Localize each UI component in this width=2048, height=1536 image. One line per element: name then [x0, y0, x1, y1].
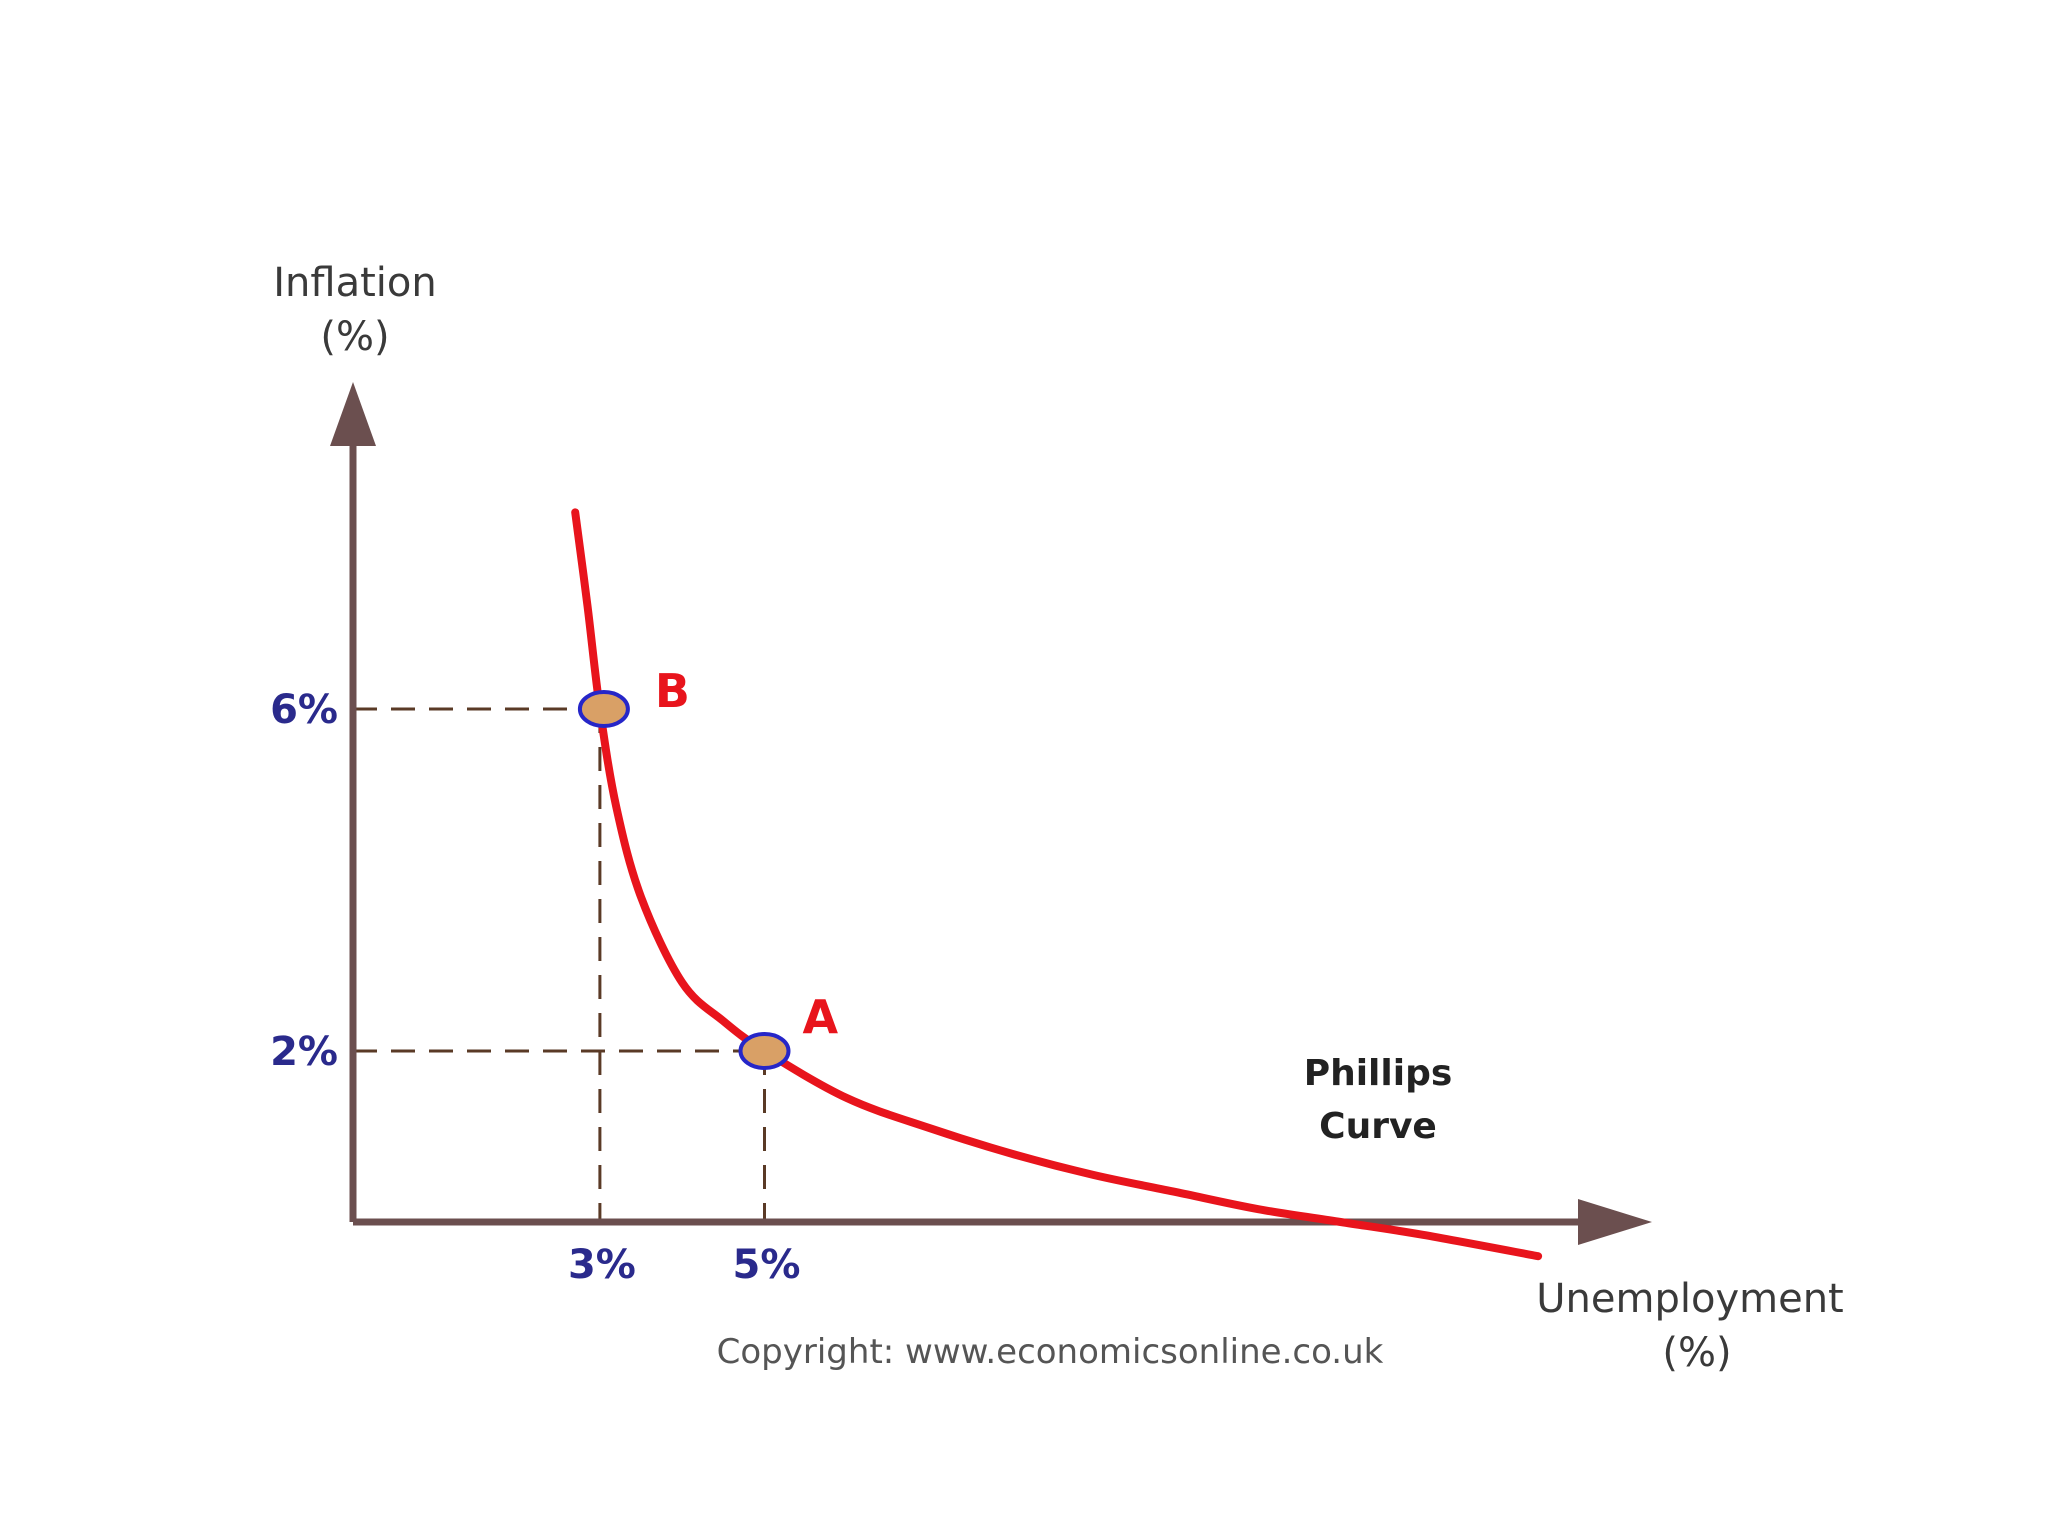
y-tick-label-2: 2%: [270, 1029, 338, 1075]
curve-label-line1: Phillips: [1304, 1053, 1453, 1094]
y-tick-label-6: 6%: [270, 687, 338, 733]
phillips-curve-line: [571, 508, 1543, 1261]
y-axis-title: Inflation: [273, 260, 436, 306]
x-tick-label-5: 5%: [733, 1242, 801, 1288]
copyright-text: Copyright: www.economicsonline.co.uk: [717, 1332, 1384, 1372]
point-b-label: B: [655, 664, 690, 718]
point-a-label: A: [803, 990, 839, 1044]
point-a-marker: [738, 1032, 791, 1070]
y-axis-unit: (%): [320, 314, 389, 360]
x-axis-unit: (%): [1662, 1330, 1731, 1376]
x-axis-arrow-icon: [1578, 1199, 1652, 1245]
y-axis-arrow-icon: [330, 382, 376, 446]
point-b-marker: [577, 690, 630, 728]
x-axis-title: Unemployment: [1536, 1276, 1843, 1322]
x-tick-label-3: 3%: [568, 1242, 636, 1288]
curve-label-line2: Curve: [1319, 1106, 1437, 1147]
